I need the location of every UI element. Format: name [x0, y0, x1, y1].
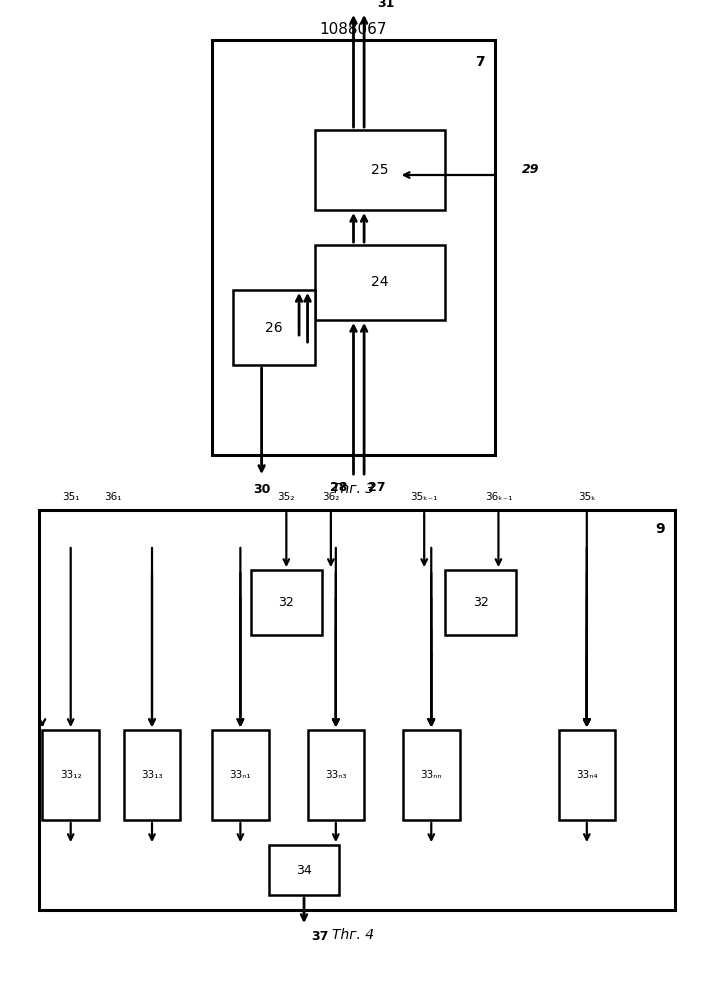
Text: 35₂: 35₂ [278, 492, 295, 502]
Text: 33₁₂: 33₁₂ [60, 770, 81, 780]
Text: 33₁₃: 33₁₃ [141, 770, 163, 780]
Text: 35ₖ: 35ₖ [578, 492, 596, 502]
Text: 35₁: 35₁ [62, 492, 79, 502]
Text: 34: 34 [296, 863, 312, 876]
Text: 36₁: 36₁ [105, 492, 122, 502]
Text: 9: 9 [655, 522, 665, 536]
Text: Τһг. 3: Τһг. 3 [332, 482, 375, 496]
Text: 33ₙ₄: 33ₙ₄ [576, 770, 597, 780]
Bar [251, 570, 322, 635]
Text: 7: 7 [474, 55, 484, 69]
Text: 35ₖ₋₁: 35ₖ₋₁ [411, 492, 438, 502]
Bar [212, 730, 269, 820]
Bar [403, 730, 460, 820]
Bar [308, 730, 364, 820]
Text: 24: 24 [371, 275, 389, 290]
Text: 36₂: 36₂ [322, 492, 339, 502]
Text: 33ₙ₃: 33ₙ₃ [325, 770, 346, 780]
Bar [445, 570, 516, 635]
Bar [42, 730, 99, 820]
Text: 33ₙₙ: 33ₙₙ [421, 770, 442, 780]
Text: 32: 32 [473, 596, 489, 609]
Bar [315, 245, 445, 320]
Text: 27: 27 [368, 481, 386, 494]
Bar [559, 730, 615, 820]
Text: 37: 37 [311, 930, 329, 943]
Text: 26: 26 [265, 320, 283, 334]
Text: 1088067: 1088067 [320, 22, 387, 37]
Text: 36ₖ₋₁: 36ₖ₋₁ [485, 492, 512, 502]
Text: Τһг. 4: Τһг. 4 [332, 928, 375, 942]
Text: 25: 25 [371, 163, 389, 177]
Text: 30: 30 [253, 483, 270, 496]
Text: 28: 28 [330, 481, 348, 494]
Bar [269, 845, 339, 895]
Bar [315, 130, 445, 210]
Bar [124, 730, 180, 820]
Bar [39, 510, 675, 910]
Bar [212, 40, 495, 455]
Text: 32: 32 [279, 596, 294, 609]
Text: 33ₙ₁: 33ₙ₁ [230, 770, 251, 780]
Bar [233, 290, 315, 365]
Text: 29: 29 [522, 163, 539, 176]
Text: 31: 31 [377, 0, 395, 10]
